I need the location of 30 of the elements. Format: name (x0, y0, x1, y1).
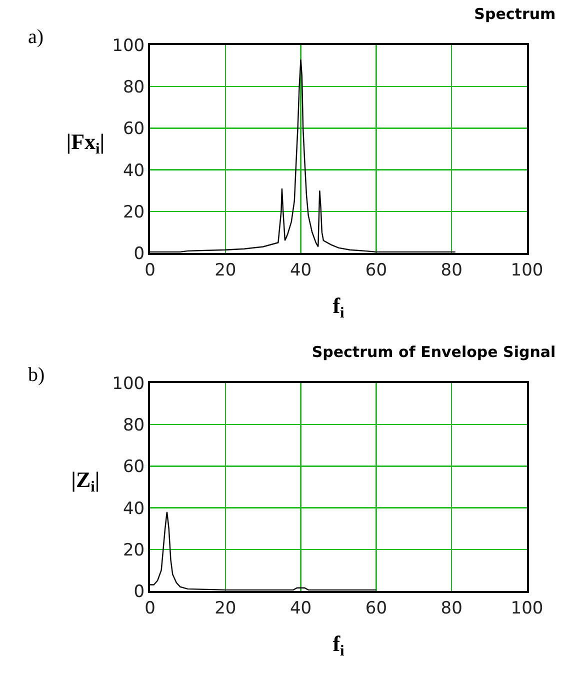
y-tick-label: 100 (112, 36, 145, 56)
x-tick-label: 100 (510, 598, 544, 618)
x-tick-label: 80 (440, 260, 462, 280)
x-tick-label: 60 (365, 598, 388, 618)
y-tick-label: 40 (122, 498, 145, 519)
text: b) (28, 364, 45, 386)
x-tick-label: 100 (510, 260, 544, 280)
y-tick-label: 60 (122, 457, 145, 478)
x-tick-label: 20 (214, 260, 236, 280)
x-axis-title: f$_{i}$ (332, 292, 346, 322)
y-tick-label: 80 (122, 78, 145, 98)
y-tick-label: 100 (112, 374, 145, 394)
x-tick-label: 60 (365, 260, 388, 280)
x-tick-label: 40 (290, 260, 312, 280)
x-axis-title: f$_{i}$ (332, 630, 346, 660)
y-tick-label: 80 (122, 416, 145, 436)
y-tick-label: 20 (122, 540, 145, 560)
x-tick-label: 40 (290, 598, 312, 618)
y-axis-title: |Z$_{i}$| (71, 467, 100, 496)
text: a) (28, 26, 44, 48)
y-axis-title: |Fx$_{i}$| (66, 129, 105, 158)
y-tick-label: 0 (134, 244, 145, 264)
y-tick-label: 0 (134, 582, 145, 602)
x-tick-label: 20 (214, 598, 236, 618)
x-tick-label: 80 (440, 598, 462, 618)
y-tick-label: 20 (122, 202, 145, 222)
chart-title: Spectrum of Envelope Signal (312, 342, 556, 361)
y-tick-label: 60 (122, 119, 145, 140)
chart-title: Spectrum (474, 4, 556, 23)
y-tick-label: 40 (122, 160, 145, 181)
